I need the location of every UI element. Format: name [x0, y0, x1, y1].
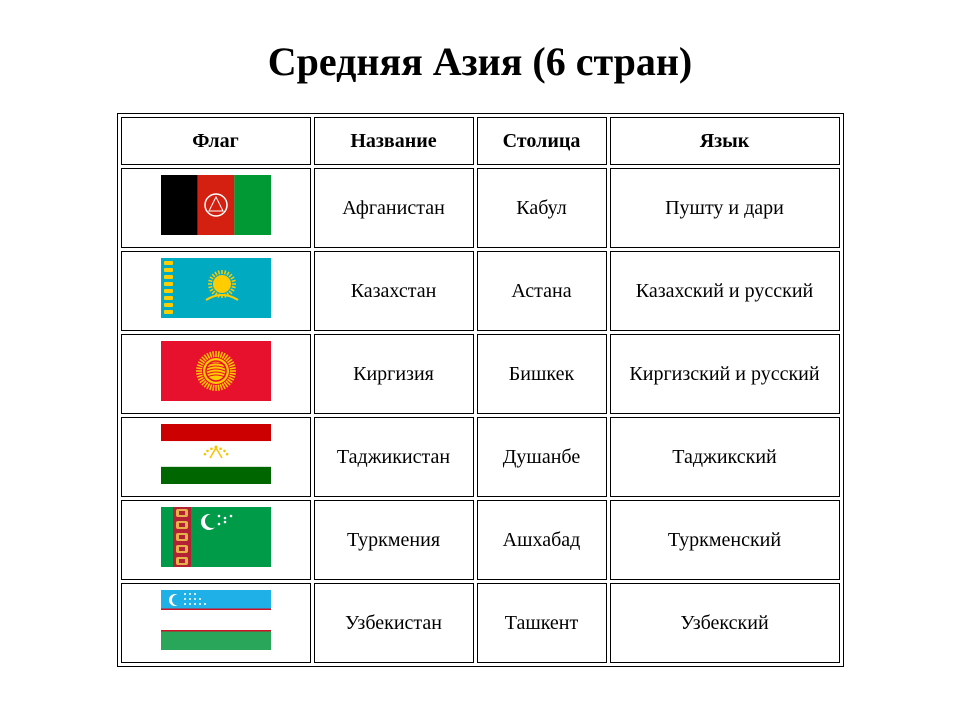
table-row: ТаджикистанДушанбеТаджикский	[121, 417, 840, 497]
cell-capital: Ашхабад	[477, 500, 607, 580]
cell-capital: Ташкент	[477, 583, 607, 663]
table-row: УзбекистанТашкентУзбекский	[121, 583, 840, 663]
cell-language: Туркменский	[610, 500, 840, 580]
table-row: АфганистанКабулПушту и дари	[121, 168, 840, 248]
cell-flag	[121, 500, 311, 580]
cell-name: Афганистан	[314, 168, 474, 248]
cell-flag	[121, 251, 311, 331]
flag-icon	[161, 590, 271, 650]
flag-icon	[161, 175, 271, 235]
cell-capital: Астана	[477, 251, 607, 331]
cell-language: Таджикский	[610, 417, 840, 497]
cell-name: Таджикистан	[314, 417, 474, 497]
table-row: КазахстанАстанаКазахский и русский	[121, 251, 840, 331]
cell-name: Узбекистан	[314, 583, 474, 663]
flag-icon	[161, 507, 271, 567]
table-row: ТуркменияАшхабадТуркменский	[121, 500, 840, 580]
flag-icon	[161, 341, 271, 401]
cell-flag	[121, 583, 311, 663]
table-row: КиргизияБишкекКиргизский и русский	[121, 334, 840, 414]
page-title: Средняя Азия (6 стран)	[0, 38, 960, 85]
cell-capital: Кабул	[477, 168, 607, 248]
col-header-language: Язык	[610, 117, 840, 165]
flag-icon	[161, 424, 271, 484]
cell-flag	[121, 168, 311, 248]
cell-flag	[121, 334, 311, 414]
col-header-name: Название	[314, 117, 474, 165]
cell-capital: Бишкек	[477, 334, 607, 414]
col-header-capital: Столица	[477, 117, 607, 165]
cell-name: Туркмения	[314, 500, 474, 580]
cell-language: Пушту и дари	[610, 168, 840, 248]
table-header-row: Флаг Название Столица Язык	[121, 117, 840, 165]
page: Средняя Азия (6 стран) Флаг Название Сто…	[0, 0, 960, 720]
table-body: АфганистанКабулПушту и дариКазахстанАста…	[121, 168, 840, 663]
countries-table: Флаг Название Столица Язык АфганистанКаб…	[117, 113, 844, 667]
cell-name: Киргизия	[314, 334, 474, 414]
cell-language: Узбекский	[610, 583, 840, 663]
cell-flag	[121, 417, 311, 497]
cell-language: Киргизский и русский	[610, 334, 840, 414]
cell-name: Казахстан	[314, 251, 474, 331]
cell-capital: Душанбе	[477, 417, 607, 497]
flag-icon	[161, 258, 271, 318]
col-header-flag: Флаг	[121, 117, 311, 165]
cell-language: Казахский и русский	[610, 251, 840, 331]
